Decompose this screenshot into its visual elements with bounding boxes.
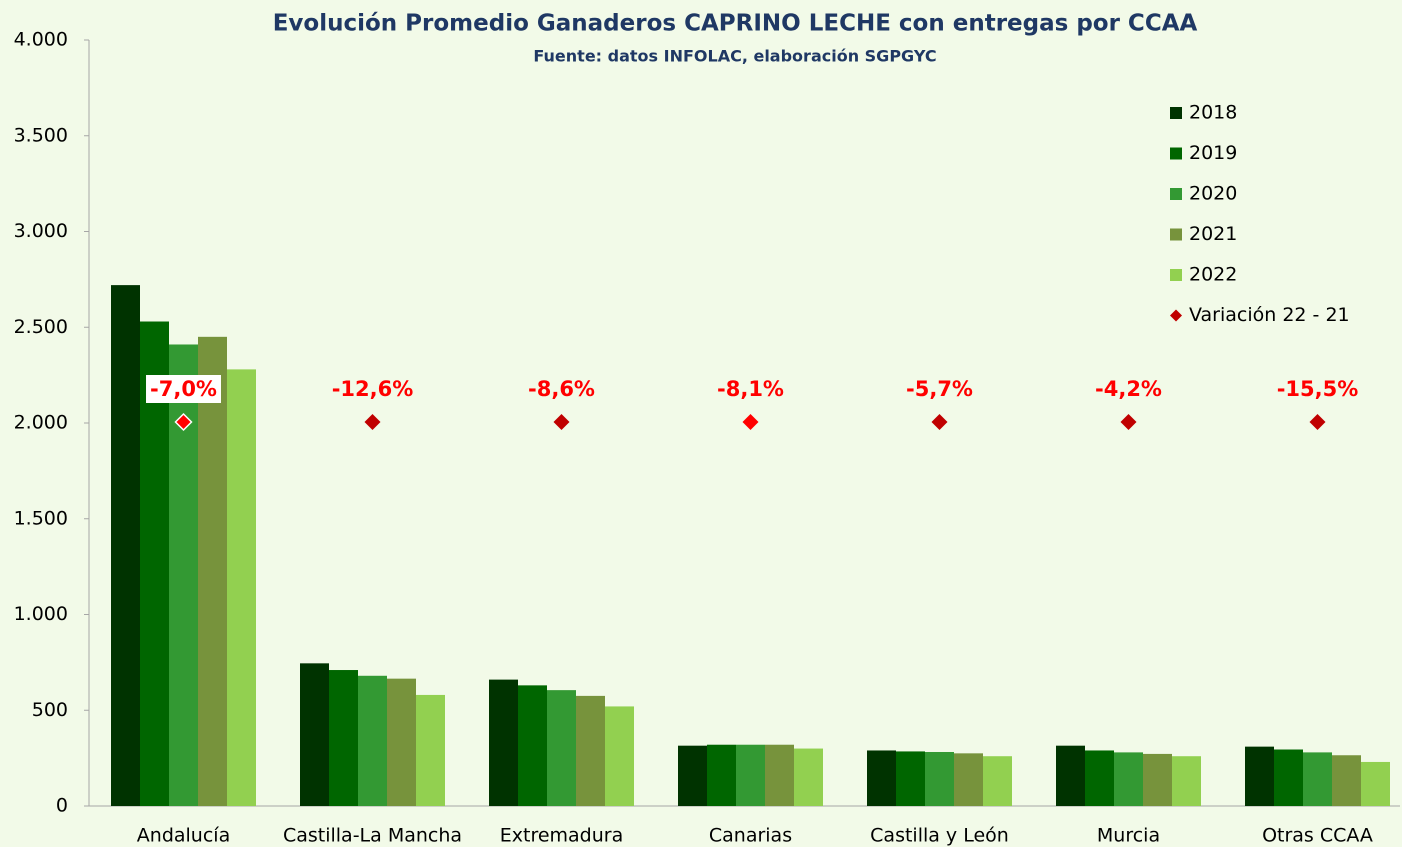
x-tick-label: Castilla y León [870, 825, 1009, 847]
variation-label: -5,7% [906, 377, 973, 401]
legend-label: Variación 22 - 21 [1189, 304, 1350, 326]
legend-swatch [1170, 147, 1182, 160]
variation-label: -15,5% [1277, 377, 1359, 401]
bar [1114, 752, 1143, 806]
variation-label: -8,1% [717, 377, 784, 401]
legend-swatch [1170, 228, 1182, 241]
legend-swatch [1170, 309, 1182, 322]
bar [605, 706, 634, 806]
legend-swatch [1170, 269, 1182, 281]
bar [358, 675, 387, 806]
y-tick-label: 0 [56, 795, 68, 817]
variation-marker [1309, 414, 1326, 430]
variation-marker [742, 414, 759, 430]
x-tick-label: Andalucía [137, 825, 230, 847]
bar [1332, 755, 1361, 806]
bar [678, 745, 707, 806]
y-tick-label: 3.000 [14, 220, 68, 242]
variation-marker [553, 414, 570, 430]
y-tick-label: 500 [32, 699, 68, 721]
chart-title: Evolución Promedio Ganaderos CAPRINO LEC… [273, 11, 1198, 37]
y-tick-label: 2.500 [14, 316, 68, 338]
legend-label: 2019 [1189, 142, 1237, 164]
x-tick-label: Canarias [709, 825, 792, 847]
bar [416, 694, 445, 806]
bar [387, 678, 416, 806]
variation-marker [1120, 414, 1137, 430]
bar [1172, 756, 1201, 806]
legend-swatch [1170, 107, 1182, 119]
bar [954, 753, 983, 806]
bar [329, 670, 358, 806]
variation-label: -12,6% [332, 377, 414, 401]
y-tick-label: 2.000 [14, 412, 68, 434]
bar [765, 744, 794, 806]
bar [1143, 753, 1172, 806]
bar [983, 756, 1012, 806]
bar [794, 748, 823, 806]
variation-label: -4,2% [1095, 377, 1162, 401]
bar [1274, 749, 1303, 806]
legend-label: 2022 [1189, 264, 1237, 286]
bar [227, 369, 256, 806]
bar [547, 690, 576, 806]
bar [1245, 746, 1274, 806]
x-tick-label: Otras CCAA [1262, 825, 1373, 847]
variation-label: -8,6% [528, 377, 595, 401]
variation-label: -7,0% [150, 377, 217, 401]
variation-label-box [146, 375, 221, 403]
bar [198, 336, 227, 806]
bar [1085, 750, 1114, 806]
bar [1303, 752, 1332, 806]
bar [925, 751, 954, 806]
bar [707, 744, 736, 806]
bar [111, 285, 140, 806]
bar [300, 663, 329, 806]
variation-marker [364, 414, 381, 430]
bar [896, 751, 925, 806]
bar [576, 695, 605, 806]
x-tick-label: Murcia [1097, 825, 1160, 847]
x-tick-label: Extremadura [500, 825, 624, 847]
y-tick-label: 4.000 [14, 29, 68, 51]
legend-label: 2020 [1189, 183, 1237, 205]
x-tick-label: Castilla-La Mancha [283, 825, 462, 847]
legend-label: 2021 [1189, 223, 1237, 245]
bar [867, 750, 896, 806]
chart-subtitle: Fuente: datos INFOLAC, elaboración SGPGY… [533, 47, 936, 66]
variation-marker [174, 412, 193, 432]
bar [518, 685, 547, 806]
legend-swatch [1170, 188, 1182, 200]
bar [736, 744, 765, 806]
bar [489, 679, 518, 806]
y-tick-label: 1.000 [14, 603, 68, 625]
bar [1361, 761, 1390, 806]
variation-marker [931, 414, 948, 430]
legend-label: 2018 [1189, 102, 1237, 124]
bar [1056, 745, 1085, 806]
y-tick-label: 3.500 [14, 124, 68, 146]
y-tick-label: 1.500 [14, 507, 68, 529]
